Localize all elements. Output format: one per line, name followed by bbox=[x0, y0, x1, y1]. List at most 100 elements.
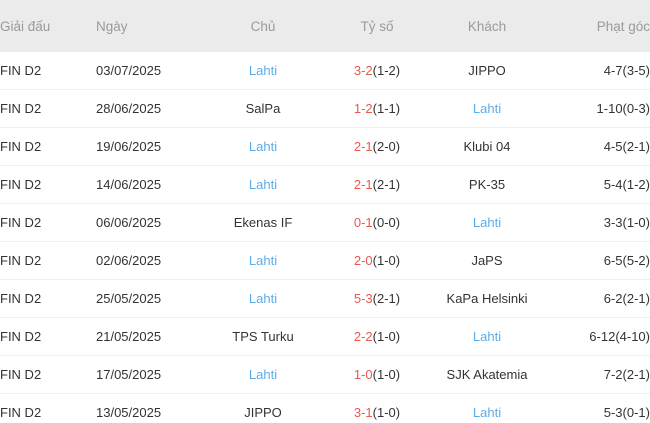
cell-home-team[interactable]: TPS Turku bbox=[204, 318, 322, 356]
away-team-name[interactable]: Lahti bbox=[472, 215, 502, 230]
table-row[interactable]: FIN D2 28/06/2025 SalPa 1-2(1-1) Lahti 1-10(0… bbox=[0, 89, 650, 128]
match-date: 06/06/2025 bbox=[96, 215, 162, 230]
cell-home-team[interactable]: SalPa bbox=[204, 90, 322, 128]
home-team-name[interactable]: SalPa bbox=[245, 101, 281, 116]
cell-score[interactable]: 2-0(1-0) bbox=[322, 242, 432, 280]
half-time-score: (1-2) bbox=[372, 63, 401, 78]
cell-score[interactable]: 2-1(2-0) bbox=[322, 128, 432, 166]
cell-home-team[interactable]: Ekenas IF bbox=[204, 204, 322, 242]
corner-stat: 3-3(1-0) bbox=[603, 215, 650, 230]
cell-away-team[interactable]: Klubi 04 bbox=[432, 128, 542, 166]
cell-corners: 1-10(0-3) bbox=[542, 90, 650, 128]
column-header-home[interactable]: Chủ bbox=[250, 18, 276, 34]
full-time-score[interactable]: 2-2 bbox=[353, 329, 373, 344]
cell-away-team[interactable]: JIPPO bbox=[432, 52, 542, 90]
column-header-away[interactable]: Khách bbox=[467, 18, 507, 34]
table-row[interactable]: FIN D2 21/05/2025 TPS Turku 2-2(1-0) Lahti 6-… bbox=[0, 317, 650, 356]
column-header-date[interactable]: Ngày bbox=[96, 18, 128, 34]
full-time-score[interactable]: 2-1 bbox=[353, 177, 373, 192]
home-team-name[interactable]: Lahti bbox=[248, 291, 278, 306]
away-team-name[interactable]: JaPS bbox=[471, 253, 503, 268]
away-team-name[interactable]: Klubi 04 bbox=[463, 139, 511, 154]
table-row[interactable]: FIN D2 17/05/2025 Lahti 1-0(1-0) SJK Akatemi… bbox=[0, 355, 650, 394]
cell-away-team[interactable]: Lahti bbox=[432, 90, 542, 128]
cell-home-team[interactable]: Lahti bbox=[204, 242, 322, 280]
home-team-name[interactable]: TPS Turku bbox=[232, 329, 294, 344]
cell-date: 03/07/2025 bbox=[96, 52, 204, 90]
half-time-score: (1-1) bbox=[372, 101, 401, 116]
column-header-score[interactable]: Tỷ số bbox=[360, 18, 394, 34]
home-team-name[interactable]: Lahti bbox=[248, 63, 278, 78]
cell-away-team[interactable]: Lahti bbox=[432, 318, 542, 356]
full-time-score[interactable]: 1-2 bbox=[353, 101, 373, 116]
cell-league: FIN D2 bbox=[0, 242, 96, 280]
home-team-name[interactable]: Lahti bbox=[248, 367, 278, 382]
cell-date: 25/05/2025 bbox=[96, 280, 204, 318]
cell-score[interactable]: 3-1(1-0) bbox=[322, 394, 432, 423]
cell-date: 14/06/2025 bbox=[96, 166, 204, 204]
table-row[interactable]: FIN D2 25/05/2025 Lahti 5-3(2-1) KaPa Helsin… bbox=[0, 279, 650, 318]
table-body: FIN D2 03/07/2025 Lahti 3-2(1-2) JIPPO 4-7(3-… bbox=[0, 52, 650, 423]
cell-away-team[interactable]: Lahti bbox=[432, 394, 542, 423]
league-label: FIN D2 bbox=[0, 215, 42, 230]
half-time-score: (2-1) bbox=[372, 291, 401, 306]
corner-stat: 7-2(2-1) bbox=[603, 367, 650, 382]
league-label: FIN D2 bbox=[0, 291, 42, 306]
table-row[interactable]: FIN D2 06/06/2025 Ekenas IF 0-1(0-0) Lahti 3-… bbox=[0, 203, 650, 242]
away-team-name[interactable]: SJK Akatemia bbox=[446, 367, 528, 382]
cell-score[interactable]: 2-2(1-0) bbox=[322, 318, 432, 356]
full-time-score[interactable]: 3-1 bbox=[353, 405, 373, 420]
cell-away-team[interactable]: KaPa Helsinki bbox=[432, 280, 542, 318]
home-team-name[interactable]: Lahti bbox=[248, 139, 278, 154]
corner-stat: 1-10(0-3) bbox=[596, 101, 650, 116]
home-team-name[interactable]: Lahti bbox=[248, 177, 278, 192]
full-time-score[interactable]: 3-2 bbox=[353, 63, 373, 78]
cell-score[interactable]: 3-2(1-2) bbox=[322, 52, 432, 90]
cell-home-team[interactable]: Lahti bbox=[204, 166, 322, 204]
away-team-name[interactable]: KaPa Helsinki bbox=[446, 291, 528, 306]
table-row[interactable]: FIN D2 14/06/2025 Lahti 2-1(2-1) PK-35 5-4(1-… bbox=[0, 165, 650, 204]
match-date: 25/05/2025 bbox=[96, 291, 162, 306]
cell-away-team[interactable]: PK-35 bbox=[432, 166, 542, 204]
cell-corners: 4-5(2-1) bbox=[542, 128, 650, 166]
cell-score[interactable]: 1-2(1-1) bbox=[322, 90, 432, 128]
cell-score[interactable]: 2-1(2-1) bbox=[322, 166, 432, 204]
cell-away-team[interactable]: SJK Akatemia bbox=[432, 356, 542, 394]
cell-corners: 5-3(0-1) bbox=[542, 394, 650, 423]
match-date: 28/06/2025 bbox=[96, 101, 162, 116]
match-date: 13/05/2025 bbox=[96, 405, 162, 420]
cell-league: FIN D2 bbox=[0, 280, 96, 318]
away-team-name[interactable]: PK-35 bbox=[468, 177, 506, 192]
column-header-league[interactable]: Giải đấu bbox=[0, 18, 51, 34]
cell-away-team[interactable]: JaPS bbox=[432, 242, 542, 280]
full-time-score[interactable]: 5-3 bbox=[353, 291, 373, 306]
away-team-name[interactable]: Lahti bbox=[472, 101, 502, 116]
cell-score[interactable]: 0-1(0-0) bbox=[322, 204, 432, 242]
table-row[interactable]: FIN D2 02/06/2025 Lahti 2-0(1-0) JaPS 6-5(5-2… bbox=[0, 241, 650, 280]
away-team-name[interactable]: Lahti bbox=[472, 329, 502, 344]
cell-home-team[interactable]: Lahti bbox=[204, 356, 322, 394]
cell-score[interactable]: 5-3(2-1) bbox=[322, 280, 432, 318]
full-time-score[interactable]: 2-0 bbox=[353, 253, 373, 268]
table-row[interactable]: FIN D2 03/07/2025 Lahti 3-2(1-2) JIPPO 4-7(3-… bbox=[0, 52, 650, 90]
full-time-score[interactable]: 0-1 bbox=[353, 215, 373, 230]
cell-home-team[interactable]: Lahti bbox=[204, 280, 322, 318]
home-team-name[interactable]: JIPPO bbox=[244, 405, 282, 420]
home-team-name[interactable]: Ekenas IF bbox=[233, 215, 293, 230]
column-header-corners[interactable]: Phạt góc bbox=[596, 18, 650, 34]
full-time-score[interactable]: 2-1 bbox=[353, 139, 373, 154]
table-row[interactable]: FIN D2 13/05/2025 JIPPO 3-1(1-0) Lahti 5-3(0-… bbox=[0, 393, 650, 423]
cell-league: FIN D2 bbox=[0, 52, 96, 90]
cell-away-team[interactable]: Lahti bbox=[432, 204, 542, 242]
full-time-score[interactable]: 1-0 bbox=[353, 367, 373, 382]
table-row[interactable]: FIN D2 19/06/2025 Lahti 2-1(2-0) Klubi 04 4-5… bbox=[0, 127, 650, 166]
cell-home-team[interactable]: JIPPO bbox=[204, 394, 322, 423]
cell-home-team[interactable]: Lahti bbox=[204, 128, 322, 166]
cell-date: 06/06/2025 bbox=[96, 204, 204, 242]
table-header-row: Giải đấu Ngày Chủ Tỷ số Khách Phạt góc bbox=[0, 0, 650, 52]
home-team-name[interactable]: Lahti bbox=[248, 253, 278, 268]
cell-home-team[interactable]: Lahti bbox=[204, 52, 322, 90]
cell-score[interactable]: 1-0(1-0) bbox=[322, 356, 432, 394]
away-team-name[interactable]: JIPPO bbox=[468, 63, 506, 78]
away-team-name[interactable]: Lahti bbox=[472, 405, 502, 420]
